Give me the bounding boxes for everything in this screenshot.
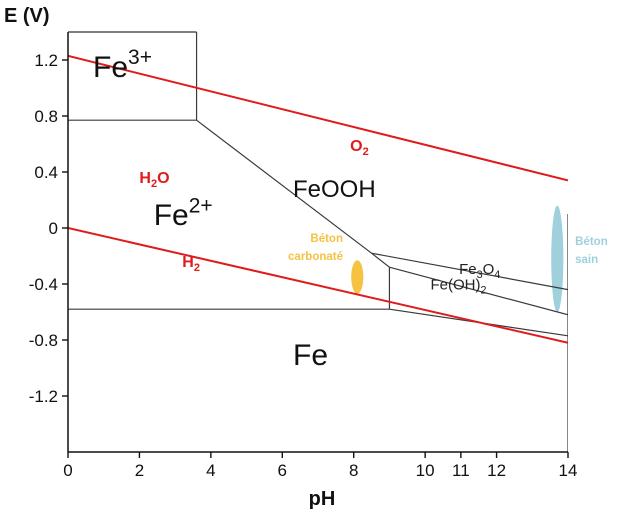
x-tick-label: 8 — [349, 461, 358, 480]
annotation-line: sain — [575, 254, 598, 266]
x-tick-label: 6 — [278, 461, 287, 480]
region-label-0: Fe3+ — [93, 46, 152, 84]
region-label-1: Fe2+ — [154, 195, 213, 233]
x-tick-label: 10 — [416, 461, 435, 480]
water-label-2: H2 — [182, 254, 200, 274]
y-tick-label: 0.4 — [34, 163, 58, 182]
region-species: Fe — [93, 51, 128, 84]
water-label-sub: 2 — [363, 146, 369, 158]
water-label-1: H2O — [139, 170, 169, 190]
annotation-line: Béton — [575, 236, 608, 248]
water-label-base: O — [350, 138, 362, 155]
species-label-1: Fe(OH)2 — [431, 277, 487, 297]
water-line-o2 — [68, 54, 568, 182]
y-tick-label: 0 — [49, 219, 58, 238]
water-line-h2 — [68, 227, 568, 344]
water-label-base: H — [139, 170, 151, 187]
annotation-line: Béton — [310, 233, 343, 245]
x-tick-label: 2 — [135, 461, 144, 480]
x-tick-label: 14 — [559, 461, 578, 480]
water-label-sub: 2 — [194, 262, 200, 274]
y-tick-label: 1.2 — [34, 51, 58, 70]
region-label-3: Fe — [293, 339, 328, 372]
axis-ticks: 1.20.80.40-0.4-0.8-1.20 2 4 6 8 10 11 12 14 — [29, 51, 578, 480]
region-species: Fe — [154, 199, 189, 232]
annotation-0: Béton carbonaté — [288, 233, 343, 263]
species-base: Fe — [459, 261, 477, 278]
region-species: FeOOH — [293, 176, 376, 203]
water-label-0: O2 — [350, 138, 369, 158]
y-tick-label: -0.8 — [29, 331, 58, 350]
x-tick-label: 11 — [452, 461, 470, 480]
annotation-1: Béton sain — [575, 236, 608, 266]
y-axis-label: E (V) — [4, 5, 50, 27]
water-label-base: H — [182, 254, 194, 271]
y-tick-label: -1.2 — [29, 387, 58, 406]
boundary-line-2 — [196, 119, 372, 254]
species-mid: O — [483, 261, 495, 278]
species-sub: 4 — [494, 269, 500, 281]
annotation-line: carbonaté — [288, 251, 343, 263]
y-tick-label: 0.8 — [34, 107, 58, 126]
species-sub: 3 — [477, 269, 483, 281]
x-axis-label: pH — [309, 488, 336, 510]
marker-beton-carbonate — [351, 260, 364, 294]
water-label-sub: 2 — [151, 178, 157, 190]
boundary-line-5 — [389, 266, 568, 316]
marker-beton-sain — [551, 205, 564, 312]
species-label-0: Fe3O4 — [459, 261, 500, 281]
region-charge: 3+ — [128, 46, 152, 69]
species-base: Fe(OH) — [431, 277, 481, 294]
region-label-2: FeOOH — [293, 176, 376, 203]
boundary-line-4 — [371, 252, 390, 268]
x-tick-label: 0 — [63, 461, 72, 480]
water-label-suffix: O — [157, 170, 169, 187]
boundary-line-3 — [371, 252, 568, 291]
species-sub: 2 — [481, 285, 487, 297]
region-charge: 2+ — [189, 195, 213, 218]
x-tick-label: 4 — [206, 461, 215, 480]
plot-frame: Béton sain — [67, 31, 608, 453]
region-species: Fe — [293, 339, 328, 372]
x-tick-label: 12 — [487, 461, 506, 480]
y-tick-label: -0.4 — [29, 275, 58, 294]
